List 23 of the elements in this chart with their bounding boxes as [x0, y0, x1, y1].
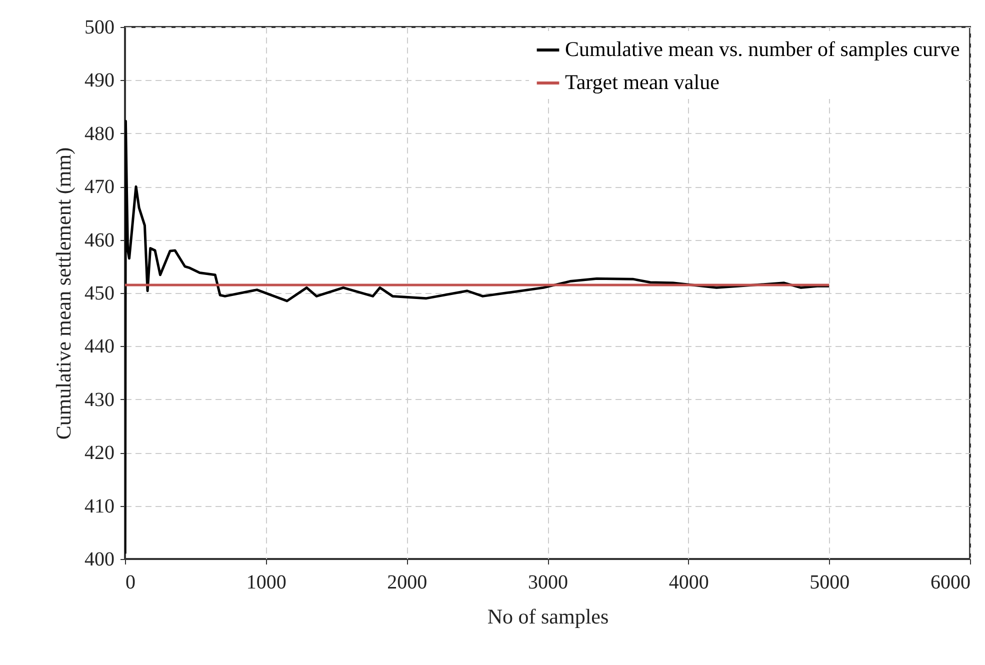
y-tick-label: 410 [84, 495, 114, 518]
y-tick-label: 400 [84, 548, 114, 570]
x-tick-label: 5000 [810, 572, 850, 594]
y-tick-label: 430 [84, 388, 114, 411]
y-tick-label: 490 [84, 70, 114, 92]
y-axis-title: Cumulative mean settlement (mm) [52, 147, 76, 440]
legend-label: Cumulative mean vs. number of samples curve [565, 37, 960, 61]
line-series [125, 120, 830, 555]
legend-label: Target mean value [565, 70, 720, 94]
y-tick-label: 470 [84, 176, 114, 198]
y-tick-label: 440 [84, 336, 114, 358]
y-tick-label: 460 [84, 229, 114, 252]
y-tick-label: 420 [84, 442, 114, 464]
x-tick-label: 2000 [387, 572, 428, 594]
x-tick-label: 4000 [668, 572, 709, 594]
x-tick-label: 6000 [930, 572, 970, 594]
y-tick-label: 500 [84, 16, 114, 38]
x-tick-label: 3000 [528, 572, 568, 594]
x-tick-label: 1000 [246, 572, 286, 594]
y-tick-label: 450 [84, 282, 114, 304]
y-tick-label: 480 [84, 122, 114, 145]
x-axis-title: No of samples [487, 604, 609, 628]
x-tick-label: 0 [126, 572, 136, 594]
